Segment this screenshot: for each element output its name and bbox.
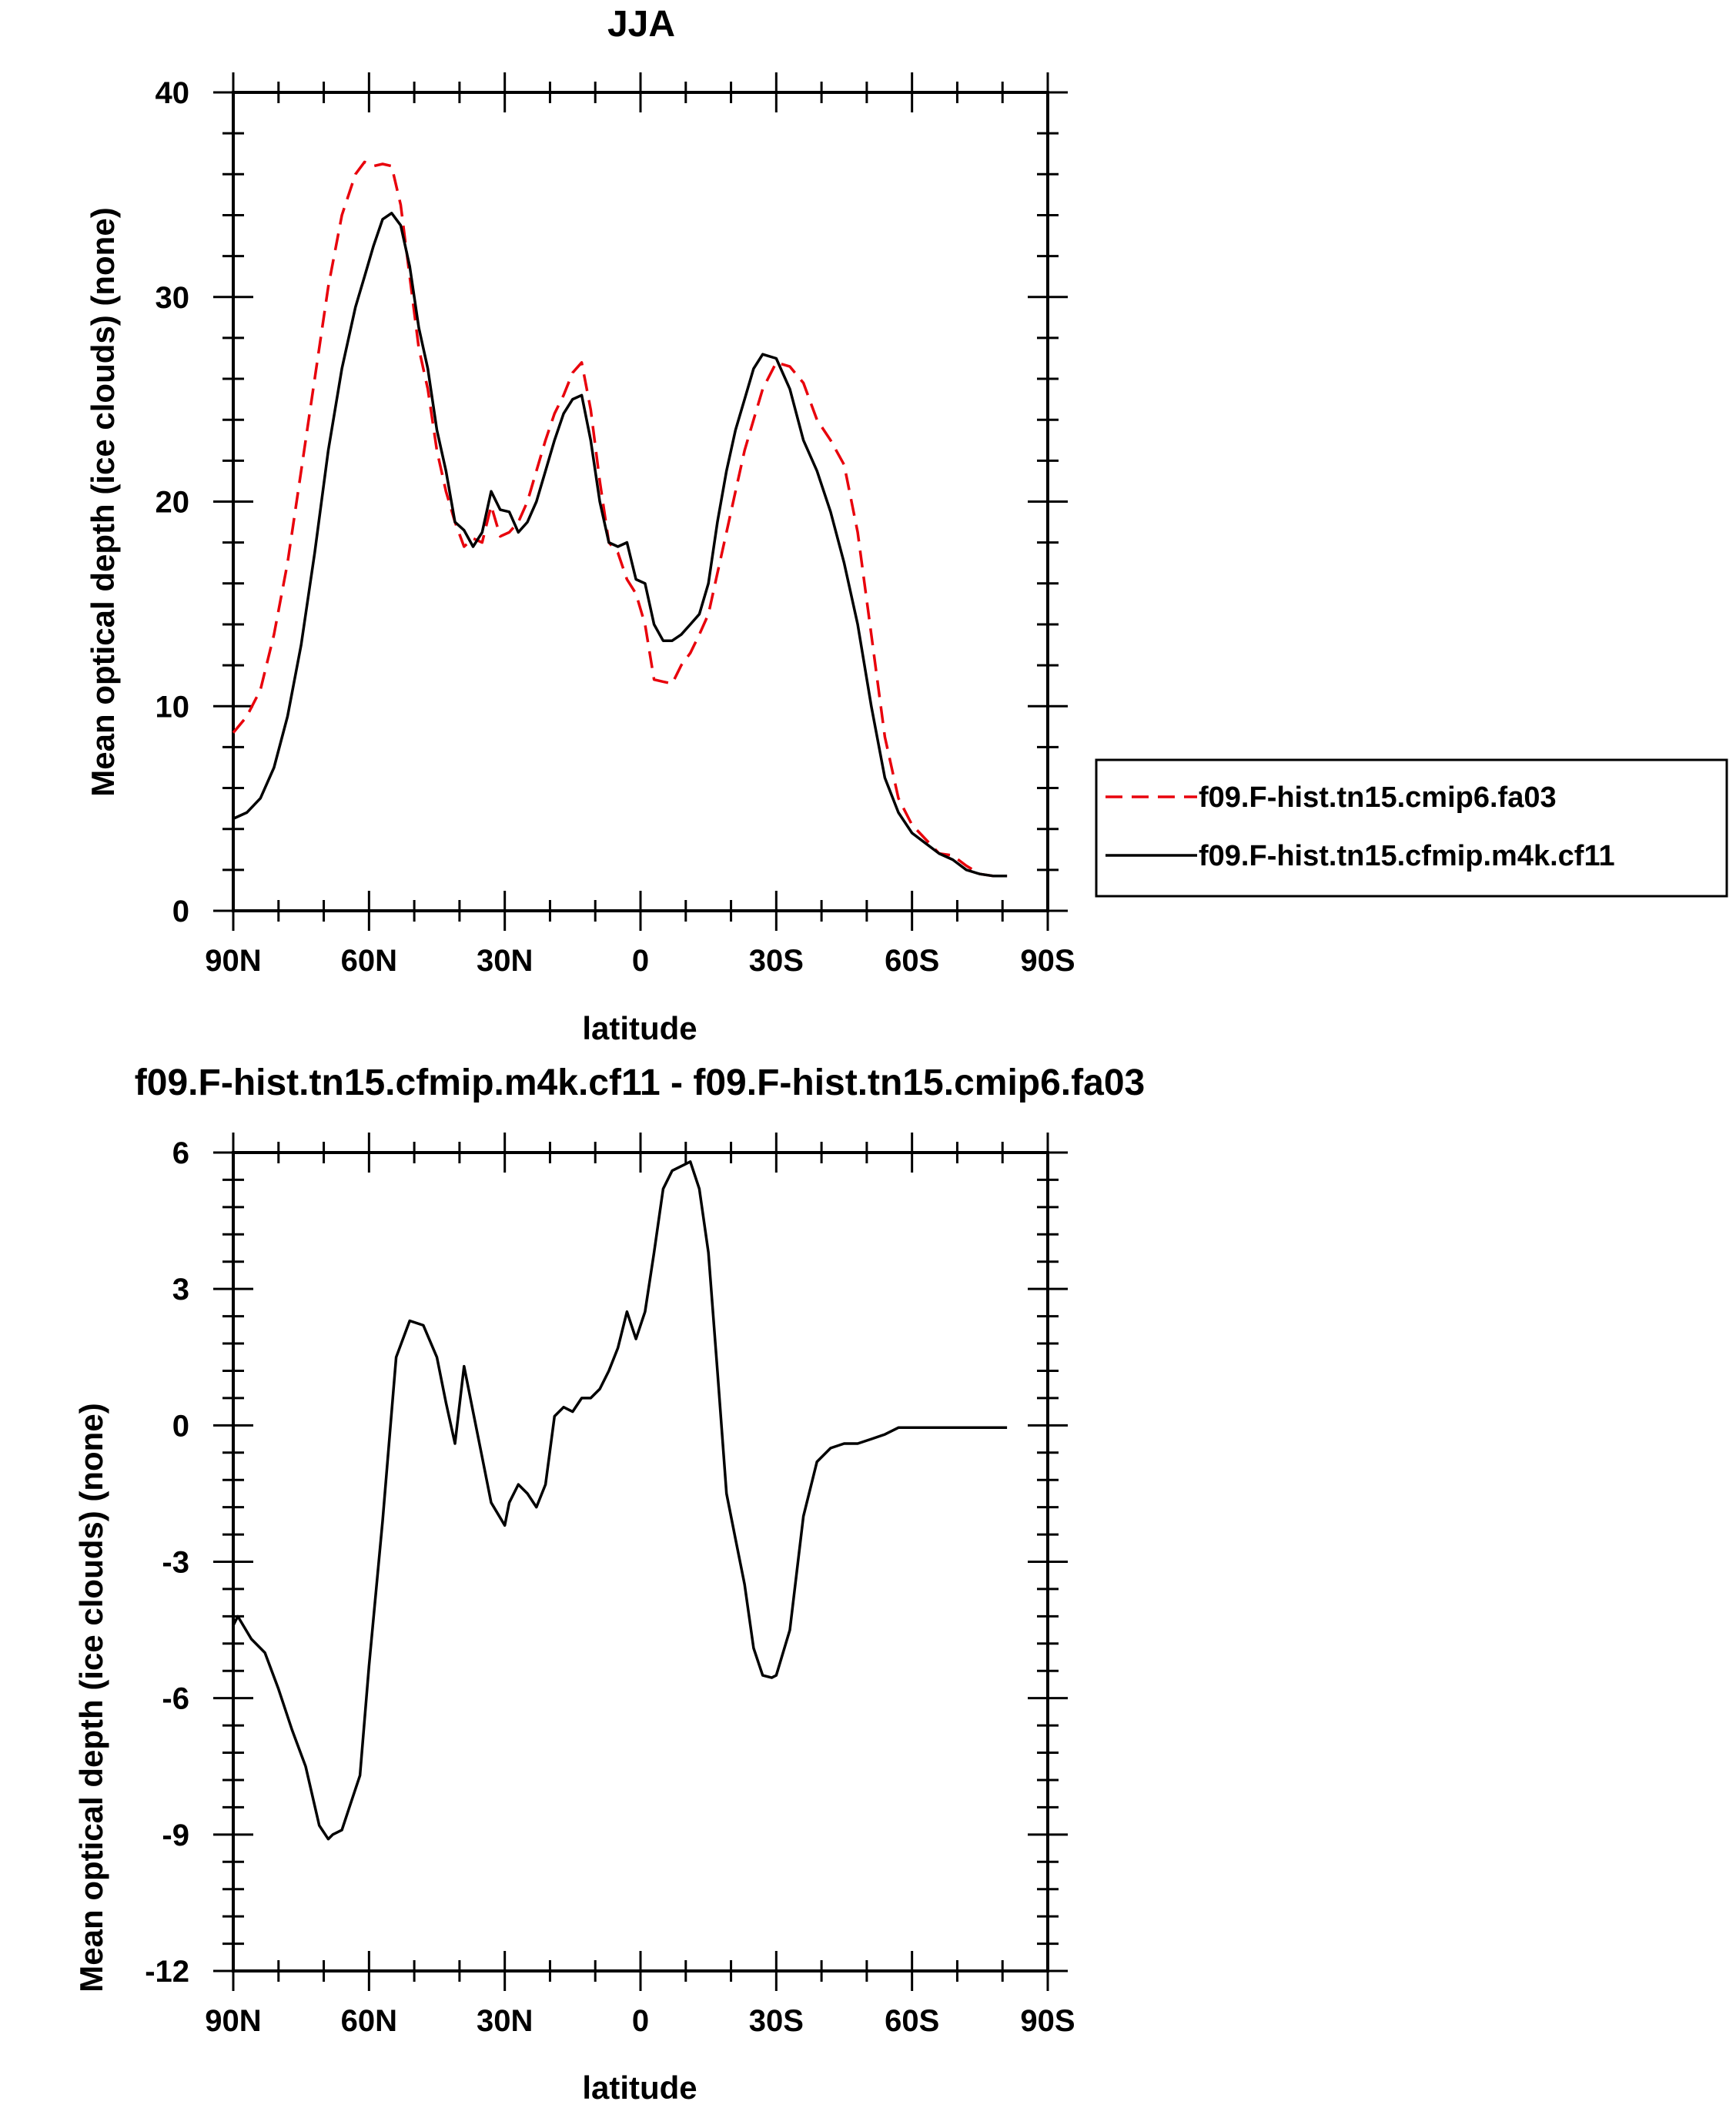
x-tick-label: 60S [885,2004,939,2038]
legend-box [1095,758,1728,898]
x-tick-label: 60N [341,2004,397,2038]
bottom-panel-ylabel: Mean optical depth (ice clouds) (none) [73,1403,109,1992]
bottom-panel: f09.F-hist.tn15.cfmip.m4k.cf11 - f09.F-h… [73,1062,1145,2106]
x-tick-label: 0 [632,944,649,978]
y-tick-label: 0 [172,1409,189,1443]
x-tick-label: 30S [749,2004,804,2038]
top-panel: JJA latitude Mean optical depth (ice clo… [85,4,1075,1046]
bottom-panel-ticks: 90N 60N 30N 0 30S 60S 90S -12 -9 -6 -3 0 3 6 [145,1133,1075,2038]
y-tick-label: 20 [156,486,190,520]
x-tick-label: 90N [205,944,261,978]
y-tick-label: -9 [162,1819,189,1852]
bottom-panel-frame [232,1151,1049,1972]
top-panel-ylabel: Mean optical depth (ice clouds) (none) [85,207,121,796]
series-line-0 [232,1160,1008,1841]
y-tick-label: -12 [145,1955,189,1989]
legend-label-cmip6: f09.F-hist.tn15.cmip6.fa03 [1199,781,1557,814]
x-tick-label: 90S [1020,2004,1075,2038]
y-tick-label: -6 [162,1682,189,1716]
legend: f09.F-hist.tn15.cmip6.fa03 f09.F-hist.tn… [1095,758,1728,898]
y-tick-label: 3 [172,1273,189,1307]
x-tick-label: 60N [341,944,397,978]
top-panel-lines [232,160,1008,878]
y-tick-label: 0 [172,895,189,929]
y-tick-label: 10 [156,690,190,724]
bottom-panel-xlabel: latitude [582,2070,697,2106]
x-tick-label: 0 [632,2004,649,2038]
x-tick-label: 30N [477,2004,533,2038]
x-tick-label: 60S [885,944,939,978]
bottom-panel-title: f09.F-hist.tn15.cfmip.m4k.cf11 - f09.F-h… [135,1062,1145,1103]
x-tick-label: 30S [749,944,804,978]
y-tick-label: 40 [156,76,190,110]
top-panel-xlabel: latitude [582,1010,697,1046]
x-tick-label: 30N [477,944,533,978]
top-panel-ticks: 90N 60N 30N 0 30S 60S 90S 0 10 20 30 40 [156,72,1075,978]
series-line-0 [232,160,1008,878]
y-tick-label: -3 [162,1546,189,1580]
x-tick-label: 90N [205,2004,261,2038]
top-panel-title: JJA [607,4,675,45]
x-tick-label: 90S [1020,944,1075,978]
y-tick-label: 30 [156,281,190,315]
bottom-panel-lines [232,1160,1008,1841]
y-tick-label: 6 [172,1136,189,1170]
series-line-1 [232,212,1008,878]
legend-label-cfmip: f09.F-hist.tn15.cfmip.m4k.cf11 [1199,840,1615,872]
top-panel-frame [232,91,1049,912]
